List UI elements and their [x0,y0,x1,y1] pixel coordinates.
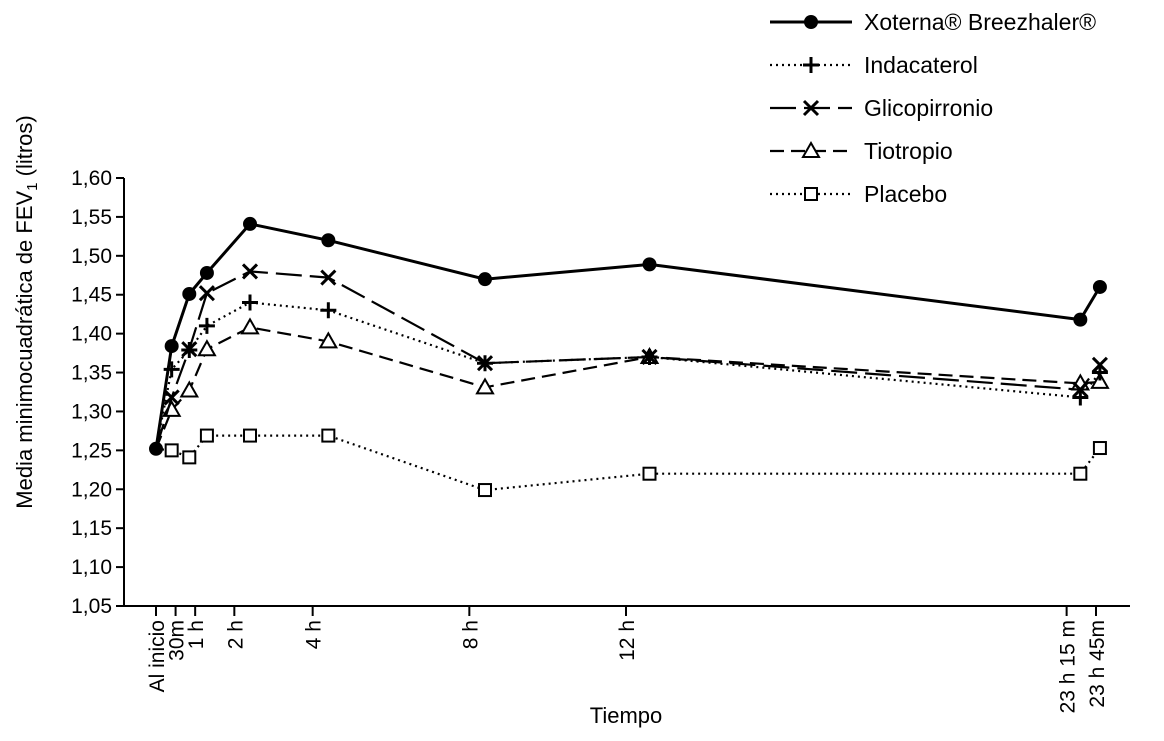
series-line [154,222,1102,450]
data-point [642,257,657,272]
y-axis-title-unit: (litros) [12,115,37,182]
y-tick-label: 1,25 [71,439,112,462]
data-point [240,317,260,335]
y-tick-label: 1,30 [71,400,112,423]
data-point [182,450,197,465]
series-line [154,270,1101,450]
data-point [1072,389,1089,406]
legend-marker [802,99,820,117]
y-tick-label: 1,05 [71,595,112,618]
data-point [1090,371,1110,389]
series-0 [154,216,1107,450]
legend-label: Placebo [864,181,947,207]
x-tick-label: 23 h 15 m [1057,620,1080,713]
data-point [179,380,200,398]
data-point [241,263,259,280]
legend-label: Xoterna® Breezhaler® [864,9,1096,35]
x-axis-title: Tiempo [590,703,663,728]
y-tick-label: 1,15 [71,517,112,540]
x-tick-label: 4 h [303,620,326,649]
data-point [164,443,179,458]
y-tick-label: 1,50 [71,245,112,268]
x-tick-label: 8 h [459,620,482,649]
y-tick-label: 1,20 [71,478,112,501]
y-axis-title-subscript: 1 [24,182,41,190]
data-point [198,317,215,334]
y-tick-label: 1,55 [71,206,112,229]
data-point [182,286,197,301]
y-tick-label: 1,60 [71,167,112,190]
legend-item: Indacaterol [770,52,978,78]
data-point [1092,279,1107,294]
data-point [1092,441,1107,456]
data-point [641,348,658,366]
series-line [154,301,1101,450]
series-2 [154,263,1108,450]
legend-item: Placebo [770,181,947,207]
data-point [1073,312,1088,327]
legend-label: Indacaterol [864,52,978,78]
axes [123,178,1130,607]
legend-item: Xoterna® Breezhaler® [770,9,1096,35]
data-point [1091,356,1108,373]
data-point [478,272,492,287]
legend-label: Glicopirronio [864,95,993,121]
x-tick-label: Al inicio [146,620,169,692]
series-3 [154,317,1110,450]
legend-marker [804,187,818,201]
y-axis-title-main: Media minimocuadrática de FEV [12,191,37,509]
x-tick-label: 2 h [224,620,247,649]
series-layer [149,216,1110,498]
data-point [199,428,214,443]
data-point [164,339,179,354]
series-line [154,326,1100,450]
data-point [642,466,657,481]
data-point [243,216,257,231]
data-point [242,294,258,311]
x-tick-label: 1 h [185,620,208,649]
data-point [321,233,336,248]
data-point [478,483,492,498]
data-point [198,285,215,302]
x-tick-label: 23 h 45m [1086,620,1109,708]
data-point [181,341,198,358]
data-point [163,361,180,378]
data-point [320,302,337,319]
legend-label: Tiotropio [864,138,953,164]
data-point [476,355,494,372]
x-tick-label: 30m [166,620,189,661]
legend-item: Tiotropio [770,138,953,164]
series-line [155,434,1101,492]
data-point [475,377,495,395]
x-tick-label: 12 h [616,620,639,661]
y-tick-label: 1,10 [71,556,112,579]
data-point [199,265,214,280]
y-tick-label: 1,40 [71,323,112,346]
y-tick-label: 1,45 [71,284,112,307]
data-point [321,428,336,443]
data-point [318,331,339,349]
data-point [197,339,217,357]
data-point [1073,466,1088,481]
legend-marker [803,57,819,73]
data-point [1072,381,1089,398]
series-4 [155,428,1107,498]
legend-marker [804,15,818,29]
data-point [163,389,180,406]
legend-item: Glicopirronio [770,95,993,121]
y-axis-title: Media minimocuadrática de FEV1 (litros) [12,115,41,508]
data-point [149,441,163,456]
data-point [243,428,257,443]
legend: Xoterna® Breezhaler® Indacaterol Glicopirr… [770,9,1096,207]
y-ticks: 1,05 1,10 1,15 1,20 1,25 1,30 1,35 1,40 1,45 1,50… [71,167,124,618]
series-1 [154,294,1108,450]
data-point [320,269,337,286]
y-tick-label: 1,35 [71,362,112,385]
legend-marker [801,140,821,158]
